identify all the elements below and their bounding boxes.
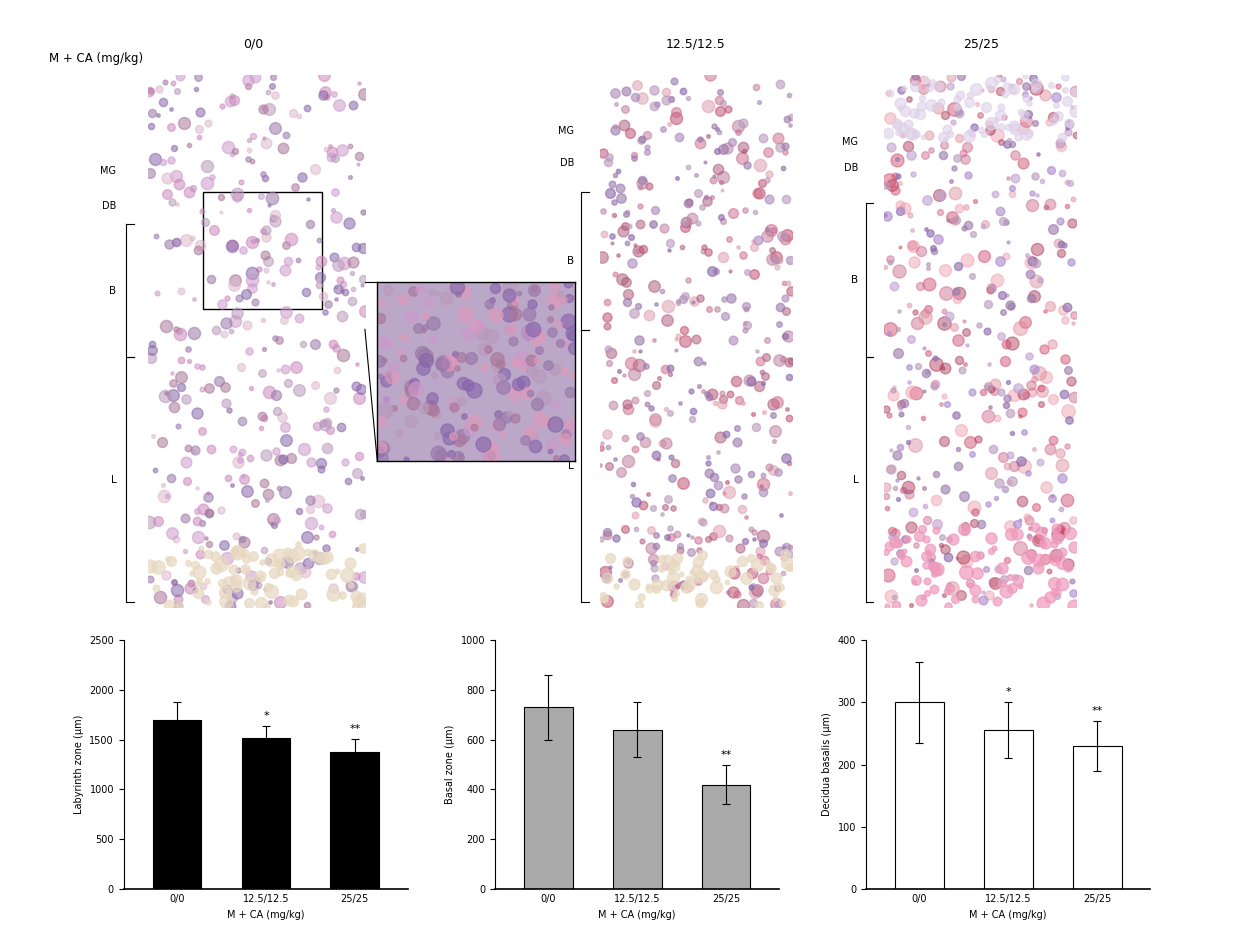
Text: M + CA (mg/kg): M + CA (mg/kg) <box>49 52 143 65</box>
Text: B: B <box>567 256 574 266</box>
Text: 0/0: 0/0 <box>244 38 263 51</box>
Bar <box>894 702 944 889</box>
Text: *: * <box>263 710 268 721</box>
Text: **: ** <box>349 724 360 734</box>
Y-axis label: Basal zone (μm): Basal zone (μm) <box>445 725 455 805</box>
Y-axis label: Decidua basalis (μm): Decidua basalis (μm) <box>823 712 833 817</box>
Bar <box>330 752 380 889</box>
Text: **: ** <box>720 750 731 759</box>
Text: B: B <box>851 275 858 285</box>
Bar <box>1072 746 1122 889</box>
Bar <box>701 785 751 889</box>
Text: DB: DB <box>844 164 858 173</box>
Text: L: L <box>852 474 858 485</box>
Text: *: * <box>1006 687 1011 697</box>
X-axis label: M + CA (mg/kg): M + CA (mg/kg) <box>599 910 675 919</box>
Text: 25/25: 25/25 <box>962 38 999 51</box>
Text: 12.5/12.5: 12.5/12.5 <box>666 38 725 51</box>
X-axis label: M + CA (mg/kg): M + CA (mg/kg) <box>228 910 304 919</box>
Text: L: L <box>110 474 116 485</box>
Text: MG: MG <box>558 126 574 136</box>
Text: DB: DB <box>559 158 574 168</box>
Text: DB: DB <box>101 200 116 211</box>
Y-axis label: Labyrinth zone (μm): Labyrinth zone (μm) <box>74 715 84 814</box>
Text: **: ** <box>1091 706 1102 716</box>
Text: B: B <box>109 286 116 295</box>
X-axis label: M + CA (mg/kg): M + CA (mg/kg) <box>970 910 1047 919</box>
Bar <box>983 730 1033 889</box>
Bar <box>523 708 573 889</box>
Bar <box>241 738 291 889</box>
Text: MG: MG <box>842 136 858 147</box>
Text: MG: MG <box>100 166 116 176</box>
Bar <box>152 720 202 889</box>
Text: L: L <box>568 461 574 471</box>
Bar <box>612 729 662 889</box>
